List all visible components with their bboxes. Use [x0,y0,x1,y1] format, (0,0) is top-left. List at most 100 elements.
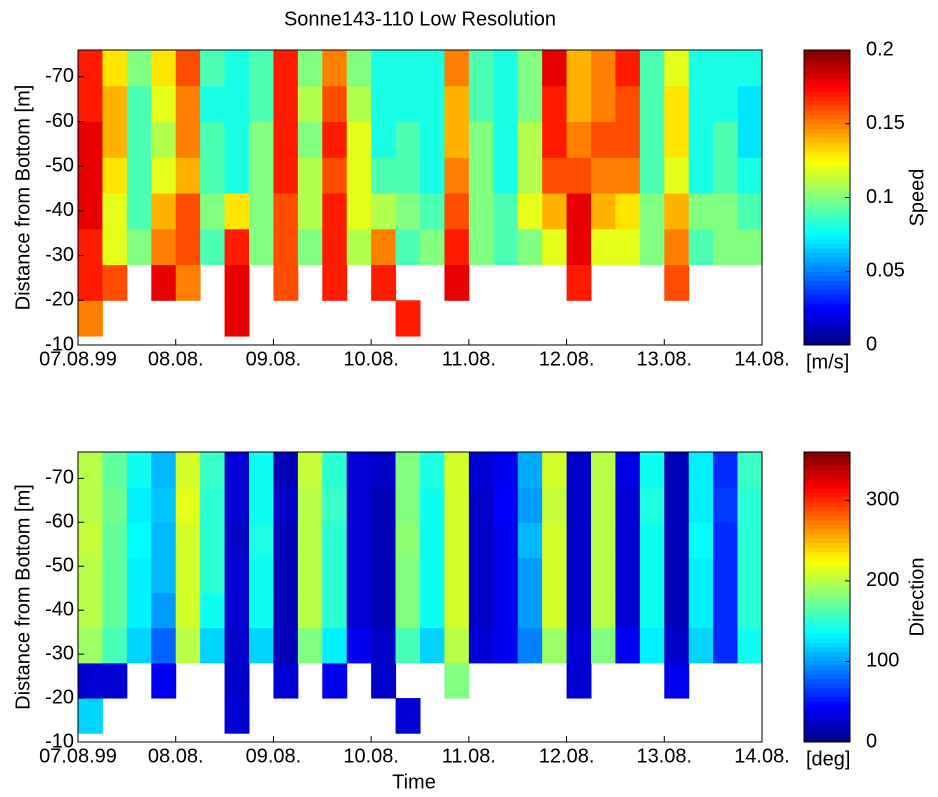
colorbar-swatch [804,294,850,300]
colorbar-unit: [m/s] [806,351,849,373]
heat-cell [371,487,397,523]
heat-cell [468,452,494,488]
heat-cell [322,487,348,523]
colorbar-swatch [804,248,850,254]
colorbar-swatch [804,510,850,516]
colorbar-swatch [804,169,850,175]
colorbar-swatch [804,54,850,60]
heat-cell [175,85,201,123]
heat-cell [468,121,494,158]
heat-cell [591,193,616,230]
colorbar-swatch [804,234,850,240]
heat-cell [517,157,543,194]
colorbar-swatch [804,664,850,670]
heat-cell [468,157,494,194]
heat-cell [713,157,739,194]
heat-cell [493,522,519,558]
heat-cell [639,157,665,194]
heat-cell [444,264,470,301]
colorbar-swatch [804,710,850,716]
heat-cell [78,121,103,158]
colorbar-swatch [804,646,850,652]
colorbar-swatch [804,119,850,125]
colorbar-swatch [804,497,850,503]
heat-cell [175,592,201,629]
heat-cell [542,193,568,230]
colorbar-tick-label: 200 [866,569,899,591]
heat-cell [200,452,226,488]
heat-cell [126,557,152,594]
heat-cell [493,121,519,158]
heat-cell [420,228,445,266]
heat-cell [126,522,152,558]
heat-cell [615,452,641,488]
colorbar-swatch [804,592,850,598]
heat-cell [273,50,299,87]
y-tick-label: -10 [45,333,74,355]
heat-cell [126,228,152,266]
heat-cell [322,662,348,699]
heat-cell [566,662,592,699]
colorbar-swatch [804,615,850,621]
heat-cell [591,85,616,123]
heat-cell [664,487,690,523]
x-tick-label: 11.08. [442,348,496,370]
colorbar-swatch [804,68,850,74]
colorbar-swatch [804,705,850,711]
heat-cell [566,193,592,230]
heat-cell [224,698,250,734]
heat-cell [444,487,470,523]
heat-cell [444,662,470,699]
heat-cell [737,85,763,123]
y-tick-label: -40 [45,199,74,221]
colorbar-swatch [804,501,850,507]
heat-cell [566,228,592,266]
colorbar-swatch [804,488,850,494]
colorbar-swatch [804,610,850,616]
heat-cell [517,522,543,558]
heat-cell [273,85,299,123]
colorbar-swatch [804,452,850,458]
colorbar-swatch [804,456,850,462]
heat-cell [420,85,445,123]
heat-cell [102,627,128,664]
heat-cell [102,193,128,230]
heat-cell [126,50,152,87]
y-tick-label: -60 [45,110,74,132]
heat-cell [542,85,568,123]
heat-cell [249,193,274,230]
heat-cell [126,157,152,194]
heat-cell [102,487,128,523]
heat-cell [395,522,421,558]
heat-cell [591,228,616,266]
heat-cell [102,522,128,558]
heat-cell [322,228,348,266]
colorbar-swatch [804,165,850,171]
heat-cell [713,452,739,488]
colorbar-swatch [804,137,850,143]
heat-cell [297,157,323,194]
x-tick-label: 14.08. [734,745,790,767]
colorbar-swatch [804,565,850,571]
heat-cell [371,228,397,266]
heat-cell [322,85,348,123]
heat-cell [224,522,250,558]
heat-cell [78,157,103,194]
heat-cell [224,627,250,664]
heat-cell [591,522,616,558]
colorbar-swatch [804,506,850,512]
colorbar-swatch [804,619,850,625]
colorbar-swatch [804,560,850,566]
x-tick-label: 12.08. [539,745,595,767]
heat-cell [126,121,152,158]
y-tick-label: -30 [45,642,74,664]
heat-cell [737,193,763,230]
heat-cell [395,592,421,629]
colorbar-swatch [804,100,850,106]
heat-cell [297,121,323,158]
colorbar-label: Direction [906,558,928,637]
heat-cell [102,121,128,158]
heat-cell [126,487,152,523]
colorbar-swatch [804,678,850,684]
heat-cell [664,452,690,488]
